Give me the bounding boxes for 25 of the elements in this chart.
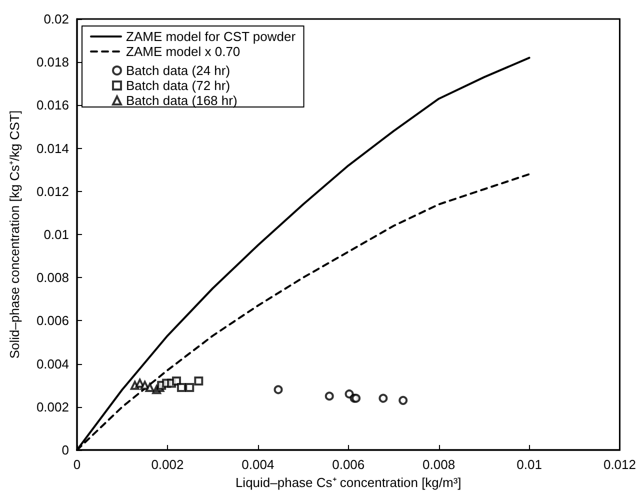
- legend-label: Batch data (72 hr): [126, 78, 230, 93]
- legend-label: Batch data (168 hr): [126, 93, 238, 108]
- legend-label: Batch data (24 hr): [126, 63, 230, 78]
- x-tick-label: 0.01: [516, 457, 542, 472]
- x-tick-label: 0.008: [422, 457, 456, 472]
- x-tick-label: 0: [73, 457, 81, 472]
- x-tick-label: 0.004: [242, 457, 274, 472]
- y-tick-label: 0.004: [36, 356, 69, 372]
- x-tick-label: 0.002: [151, 457, 184, 472]
- y-tick-label: 0.014: [36, 140, 69, 156]
- y-tick-label: 0.008: [36, 270, 69, 286]
- y-tick-label: 0.016: [36, 98, 69, 113]
- legend-label: ZAME model x 0.70: [126, 44, 240, 59]
- y-tick-label: 0: [62, 442, 69, 458]
- x-axis-title: Liquid–phase Cs⁺ concentration [kg/m³]: [235, 474, 462, 490]
- y-tick-label: 0.01: [44, 227, 69, 242]
- y-tick-label: 0.018: [36, 54, 69, 70]
- y-tick-label: 0.012: [36, 184, 69, 199]
- y-tick-label: 0.02: [44, 12, 69, 26]
- legend-label: ZAME model for CST powder: [126, 29, 296, 44]
- x-tick-label: 0.012: [603, 457, 636, 472]
- y-tick-label: 0.006: [36, 313, 69, 328]
- x-tick-label: 0.006: [332, 457, 365, 472]
- y-axis-title: Solid–phase concentration [kg Cs⁺/kg CST]: [7, 110, 22, 359]
- y-tick-label: 0.002: [36, 399, 69, 414]
